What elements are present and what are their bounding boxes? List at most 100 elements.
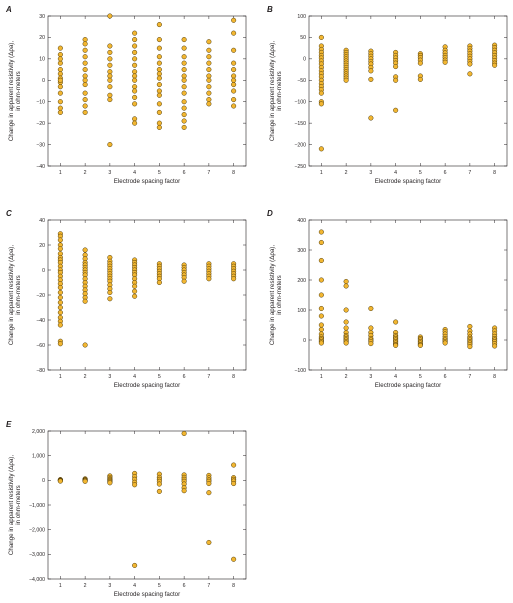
x-tick-label: 4 [394, 374, 397, 380]
data-point [156, 67, 162, 73]
data-point [181, 60, 187, 66]
data-point [318, 257, 324, 264]
data-point [156, 92, 162, 98]
data-point [231, 481, 237, 487]
data-point [206, 481, 212, 487]
panel-a: A −40 −30 −20 −10 0 10 20 30 1 2 3 4 5 6 7 8 Electrode sp… [5, 5, 247, 185]
data-point [318, 101, 324, 107]
data-point [57, 289, 63, 296]
data-point [82, 41, 88, 47]
data-point [107, 92, 113, 98]
data-point [417, 76, 423, 82]
data-point [467, 323, 473, 330]
y-axis-title-units: in ohm-meters [276, 275, 283, 315]
x-tick-label: 3 [108, 374, 111, 380]
data-point [156, 488, 162, 494]
data-point [132, 56, 138, 62]
y-tick-label: −40 [36, 318, 45, 324]
x-tick-label: 2 [345, 170, 348, 176]
data-point [393, 319, 399, 325]
data-point [318, 340, 324, 346]
x-tick-label: 4 [133, 374, 136, 380]
y-tick-label: 40 [39, 218, 45, 224]
data-point [107, 62, 113, 68]
data-point [57, 105, 63, 111]
data-point [156, 54, 162, 60]
y-tick-label: −10 [36, 100, 45, 106]
data-point [156, 45, 162, 51]
data-point [132, 62, 138, 68]
y-tick-label: 30 [39, 14, 45, 20]
data-point [181, 124, 187, 130]
x-tick-label: 5 [419, 170, 422, 176]
data-point [181, 99, 187, 105]
data-point [206, 67, 212, 73]
x-tick-label: 1 [320, 374, 323, 380]
data-point [132, 30, 138, 36]
y-tick-label: −4,000 [29, 577, 45, 583]
data-point [181, 67, 187, 73]
data-point [57, 77, 63, 83]
data-point [206, 276, 212, 282]
data-point [57, 341, 63, 347]
data-point [107, 43, 113, 49]
data-point [231, 462, 237, 468]
data-point [132, 116, 138, 122]
panel-c: C −80 −60 −40 −20 0 20 40 1 2 3 4 5 6 7 8 Electrode spac… [6, 209, 247, 389]
data-point [318, 34, 324, 40]
plot-frame [47, 219, 247, 371]
y-tick-label: 0 [42, 78, 45, 84]
x-tick-label: 7 [207, 170, 210, 176]
data-point [206, 101, 212, 107]
x-tick-label: 3 [369, 170, 372, 176]
y-tick-label: −3,000 [29, 552, 45, 558]
data-point [57, 284, 63, 291]
data-point [231, 30, 237, 36]
data-point [132, 101, 138, 107]
data-point [156, 75, 162, 81]
data-point [57, 237, 63, 243]
y-tick-label: 2,000 [32, 429, 45, 435]
data-point [57, 246, 63, 252]
data-point [181, 105, 187, 111]
data-point [82, 478, 88, 484]
data-point [492, 62, 498, 68]
y-tick-label: 0 [42, 478, 45, 484]
data-point [368, 68, 374, 74]
data-point [231, 17, 237, 23]
x-tick-label: 5 [158, 170, 161, 176]
panel-letter: A [5, 5, 12, 14]
data-point [181, 45, 187, 51]
y-tick-label: 1,000 [32, 453, 45, 459]
y-tick-label: −40 [36, 164, 45, 170]
data-point [318, 239, 324, 246]
x-tick-label: 2 [84, 583, 87, 589]
data-point [181, 77, 187, 83]
data-point [442, 340, 448, 346]
data-point [318, 305, 324, 312]
data-point [156, 22, 162, 28]
x-tick-label: 4 [133, 583, 136, 589]
data-point [206, 54, 212, 60]
y-tick-label: −150 [294, 121, 306, 127]
y-tick-label: −250 [294, 164, 306, 170]
x-tick-label: 6 [444, 170, 447, 176]
data-point [132, 562, 138, 568]
data-point [181, 488, 187, 494]
data-point [82, 54, 88, 60]
data-point [231, 77, 237, 83]
data-point [492, 343, 498, 349]
data-point [57, 56, 63, 62]
data-point [82, 109, 88, 115]
panel-letter: B [267, 5, 273, 14]
x-tick-label: 6 [444, 374, 447, 380]
x-tick-label: 6 [183, 170, 186, 176]
data-point [156, 279, 162, 286]
x-tick-label: 5 [158, 374, 161, 380]
data-point [156, 37, 162, 43]
y-tick-label: −50 [297, 78, 306, 84]
data-point [57, 60, 63, 66]
data-point [57, 84, 63, 90]
data-point [181, 54, 187, 60]
x-tick-label: 8 [232, 170, 235, 176]
